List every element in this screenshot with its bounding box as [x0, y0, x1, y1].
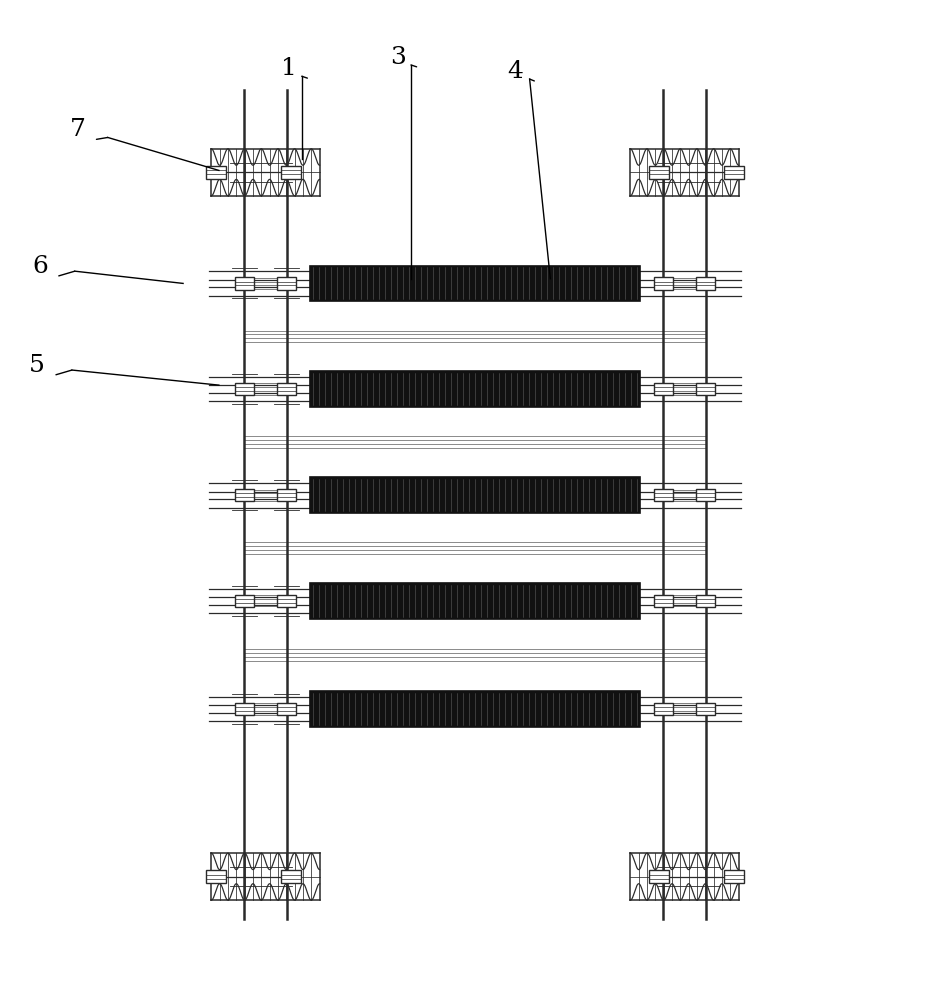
- Bar: [649, 870, 670, 883]
- Bar: [206, 166, 226, 179]
- Bar: [235, 383, 254, 395]
- Bar: [311, 371, 639, 407]
- Text: 4: 4: [507, 60, 523, 83]
- Bar: [654, 703, 673, 715]
- Bar: [696, 595, 715, 607]
- Bar: [311, 691, 639, 727]
- Bar: [277, 383, 296, 395]
- Bar: [311, 477, 639, 513]
- Bar: [277, 277, 296, 290]
- Bar: [206, 870, 226, 883]
- Bar: [311, 691, 639, 727]
- Bar: [311, 583, 639, 619]
- Text: 3: 3: [390, 46, 406, 69]
- Bar: [280, 166, 301, 179]
- Bar: [654, 277, 673, 290]
- Bar: [724, 166, 744, 179]
- Bar: [696, 277, 715, 290]
- Bar: [311, 266, 639, 301]
- Bar: [696, 383, 715, 395]
- Bar: [235, 277, 254, 290]
- Text: 7: 7: [69, 118, 86, 141]
- Bar: [277, 489, 296, 501]
- Bar: [277, 703, 296, 715]
- Bar: [311, 371, 639, 407]
- Bar: [696, 489, 715, 501]
- Bar: [235, 489, 254, 501]
- Bar: [311, 266, 639, 301]
- Bar: [235, 595, 254, 607]
- Bar: [696, 703, 715, 715]
- Bar: [280, 870, 301, 883]
- Bar: [654, 489, 673, 501]
- Text: 1: 1: [280, 57, 296, 80]
- Bar: [724, 870, 744, 883]
- Bar: [235, 703, 254, 715]
- Bar: [311, 583, 639, 619]
- Bar: [277, 595, 296, 607]
- Bar: [654, 383, 673, 395]
- Bar: [649, 166, 670, 179]
- Bar: [654, 595, 673, 607]
- Text: 5: 5: [29, 354, 45, 377]
- Text: 6: 6: [32, 255, 48, 278]
- Bar: [311, 477, 639, 513]
